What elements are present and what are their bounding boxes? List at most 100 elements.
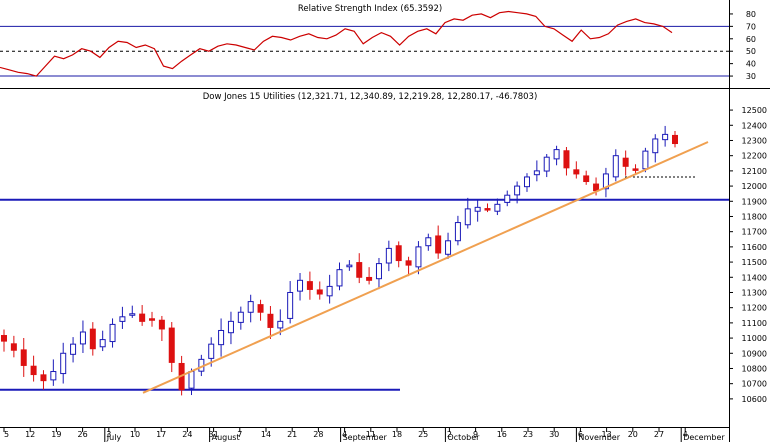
rsi-line (0, 10, 673, 77)
rsi-y-tick-label: 50 (746, 47, 756, 56)
x-tick-label: 4 (683, 430, 688, 439)
uptrend-line (142, 141, 709, 394)
candle-body (247, 301, 254, 313)
candle-body (612, 155, 619, 178)
x-tick-label: 18 (392, 430, 402, 439)
candle-body (523, 176, 530, 188)
candle-body (484, 208, 491, 211)
date-x-axis: 5 12 19 26 3 10 17 24 31 7 14 21 28 4 11 18 25 2 9 16 23 30 6 1… (0, 427, 729, 442)
price-y-tick-label: 11400 (742, 273, 767, 282)
month-label: November (578, 433, 620, 442)
x-tick-label: 30 (549, 430, 559, 439)
x-tick-label: 23 (523, 430, 533, 439)
price-y-tick-label: 12300 (742, 136, 767, 145)
month-label: August (212, 433, 240, 442)
candle-body (514, 185, 521, 196)
candle-body (593, 183, 600, 192)
candle-body (168, 327, 175, 363)
candle-body (445, 240, 452, 255)
rsi-panel: Relative Strength Index (65.3592) 30 40 50… (0, 4, 756, 81)
candle-body (60, 352, 67, 375)
candle-body (454, 222, 461, 242)
price-panel: Dow Jones 15 Utilities (12,321.71, 12,34… (0, 92, 767, 442)
x-tick-label: 21 (287, 430, 297, 439)
candle-body (40, 374, 47, 382)
price-y-tick-label: 11800 (742, 212, 767, 221)
price-y-tick-label: 12100 (742, 167, 767, 176)
candle-body (602, 173, 609, 190)
candle-body (385, 247, 392, 264)
candle-body (237, 311, 244, 323)
price-reference-lines (0, 176, 729, 391)
x-tick-label: 24 (182, 430, 192, 439)
price-trend-lines (142, 141, 709, 394)
candle-body (1, 335, 7, 342)
rsi-y-tick-label: 40 (746, 60, 756, 69)
candle-body (553, 149, 560, 160)
price-y-axis: 10600 10700 10800 10900 11000 11100 11200 11300… (729, 106, 767, 404)
x-tick-label: 20 (628, 430, 638, 439)
price-y-tick-label: 12200 (742, 152, 767, 161)
candle-body (474, 206, 481, 212)
candle-body (10, 343, 17, 351)
x-tick-label: 31 (209, 430, 219, 439)
candle-body (149, 318, 156, 321)
rsi-reference-lines (0, 25, 729, 77)
month-label: December (683, 433, 725, 442)
x-tick-label: 14 (261, 430, 271, 439)
month-label: September (343, 433, 388, 442)
x-tick-label: 17 (156, 430, 166, 439)
candle-body (336, 269, 343, 287)
month-label: July (106, 433, 122, 442)
x-tick-label: 10 (130, 430, 140, 439)
candle-body (425, 237, 432, 247)
candle-body (316, 289, 323, 295)
price-y-tick-label: 10900 (742, 349, 767, 358)
rsi-title: Relative Strength Index (65.3592) (298, 4, 442, 14)
candle-body (188, 371, 195, 389)
candle-body (464, 208, 471, 226)
candle-body (99, 339, 106, 348)
x-tick-label: 3 (106, 430, 111, 439)
candle-body (366, 276, 373, 281)
x-tick-label: 12 (25, 430, 35, 439)
candle-body (622, 157, 629, 167)
candle-body (227, 320, 234, 334)
candle-body (652, 138, 659, 154)
candle-body (395, 245, 402, 262)
rsi-y-tick-label: 70 (746, 22, 756, 31)
candle-body (218, 329, 225, 346)
candle-body (277, 320, 284, 329)
price-title: Dow Jones 15 Utilities (12,321.71, 12,34… (203, 92, 538, 102)
price-y-tick-label: 12400 (742, 121, 767, 130)
candle-body (642, 150, 649, 170)
candle-body (563, 150, 570, 169)
rsi-y-tick-label: 80 (746, 10, 756, 19)
candle-body (109, 323, 116, 343)
x-tick-label: 6 (578, 430, 583, 439)
candle-body (297, 279, 304, 292)
candle-body (79, 331, 86, 345)
x-tick-label: 28 (313, 430, 323, 439)
x-tick-label: 9 (473, 430, 478, 439)
candle-body (50, 371, 57, 381)
candle-body (632, 168, 639, 171)
x-tick-label: 27 (654, 430, 664, 439)
candle-body (326, 285, 333, 297)
candle-body (129, 313, 136, 316)
rsi-y-tick-label: 30 (746, 72, 756, 81)
candle-body (287, 291, 294, 319)
price-y-tick-label: 12500 (742, 106, 767, 115)
price-y-tick-label: 11600 (742, 243, 767, 252)
candle-body (662, 133, 669, 141)
price-y-tick-label: 12000 (742, 182, 767, 191)
candle-body (405, 260, 412, 266)
price-y-tick-label: 11000 (742, 334, 767, 343)
x-tick-label: 11 (366, 430, 376, 439)
candle-body (346, 264, 353, 268)
candle-body (158, 319, 165, 330)
month-label: October (447, 433, 480, 442)
